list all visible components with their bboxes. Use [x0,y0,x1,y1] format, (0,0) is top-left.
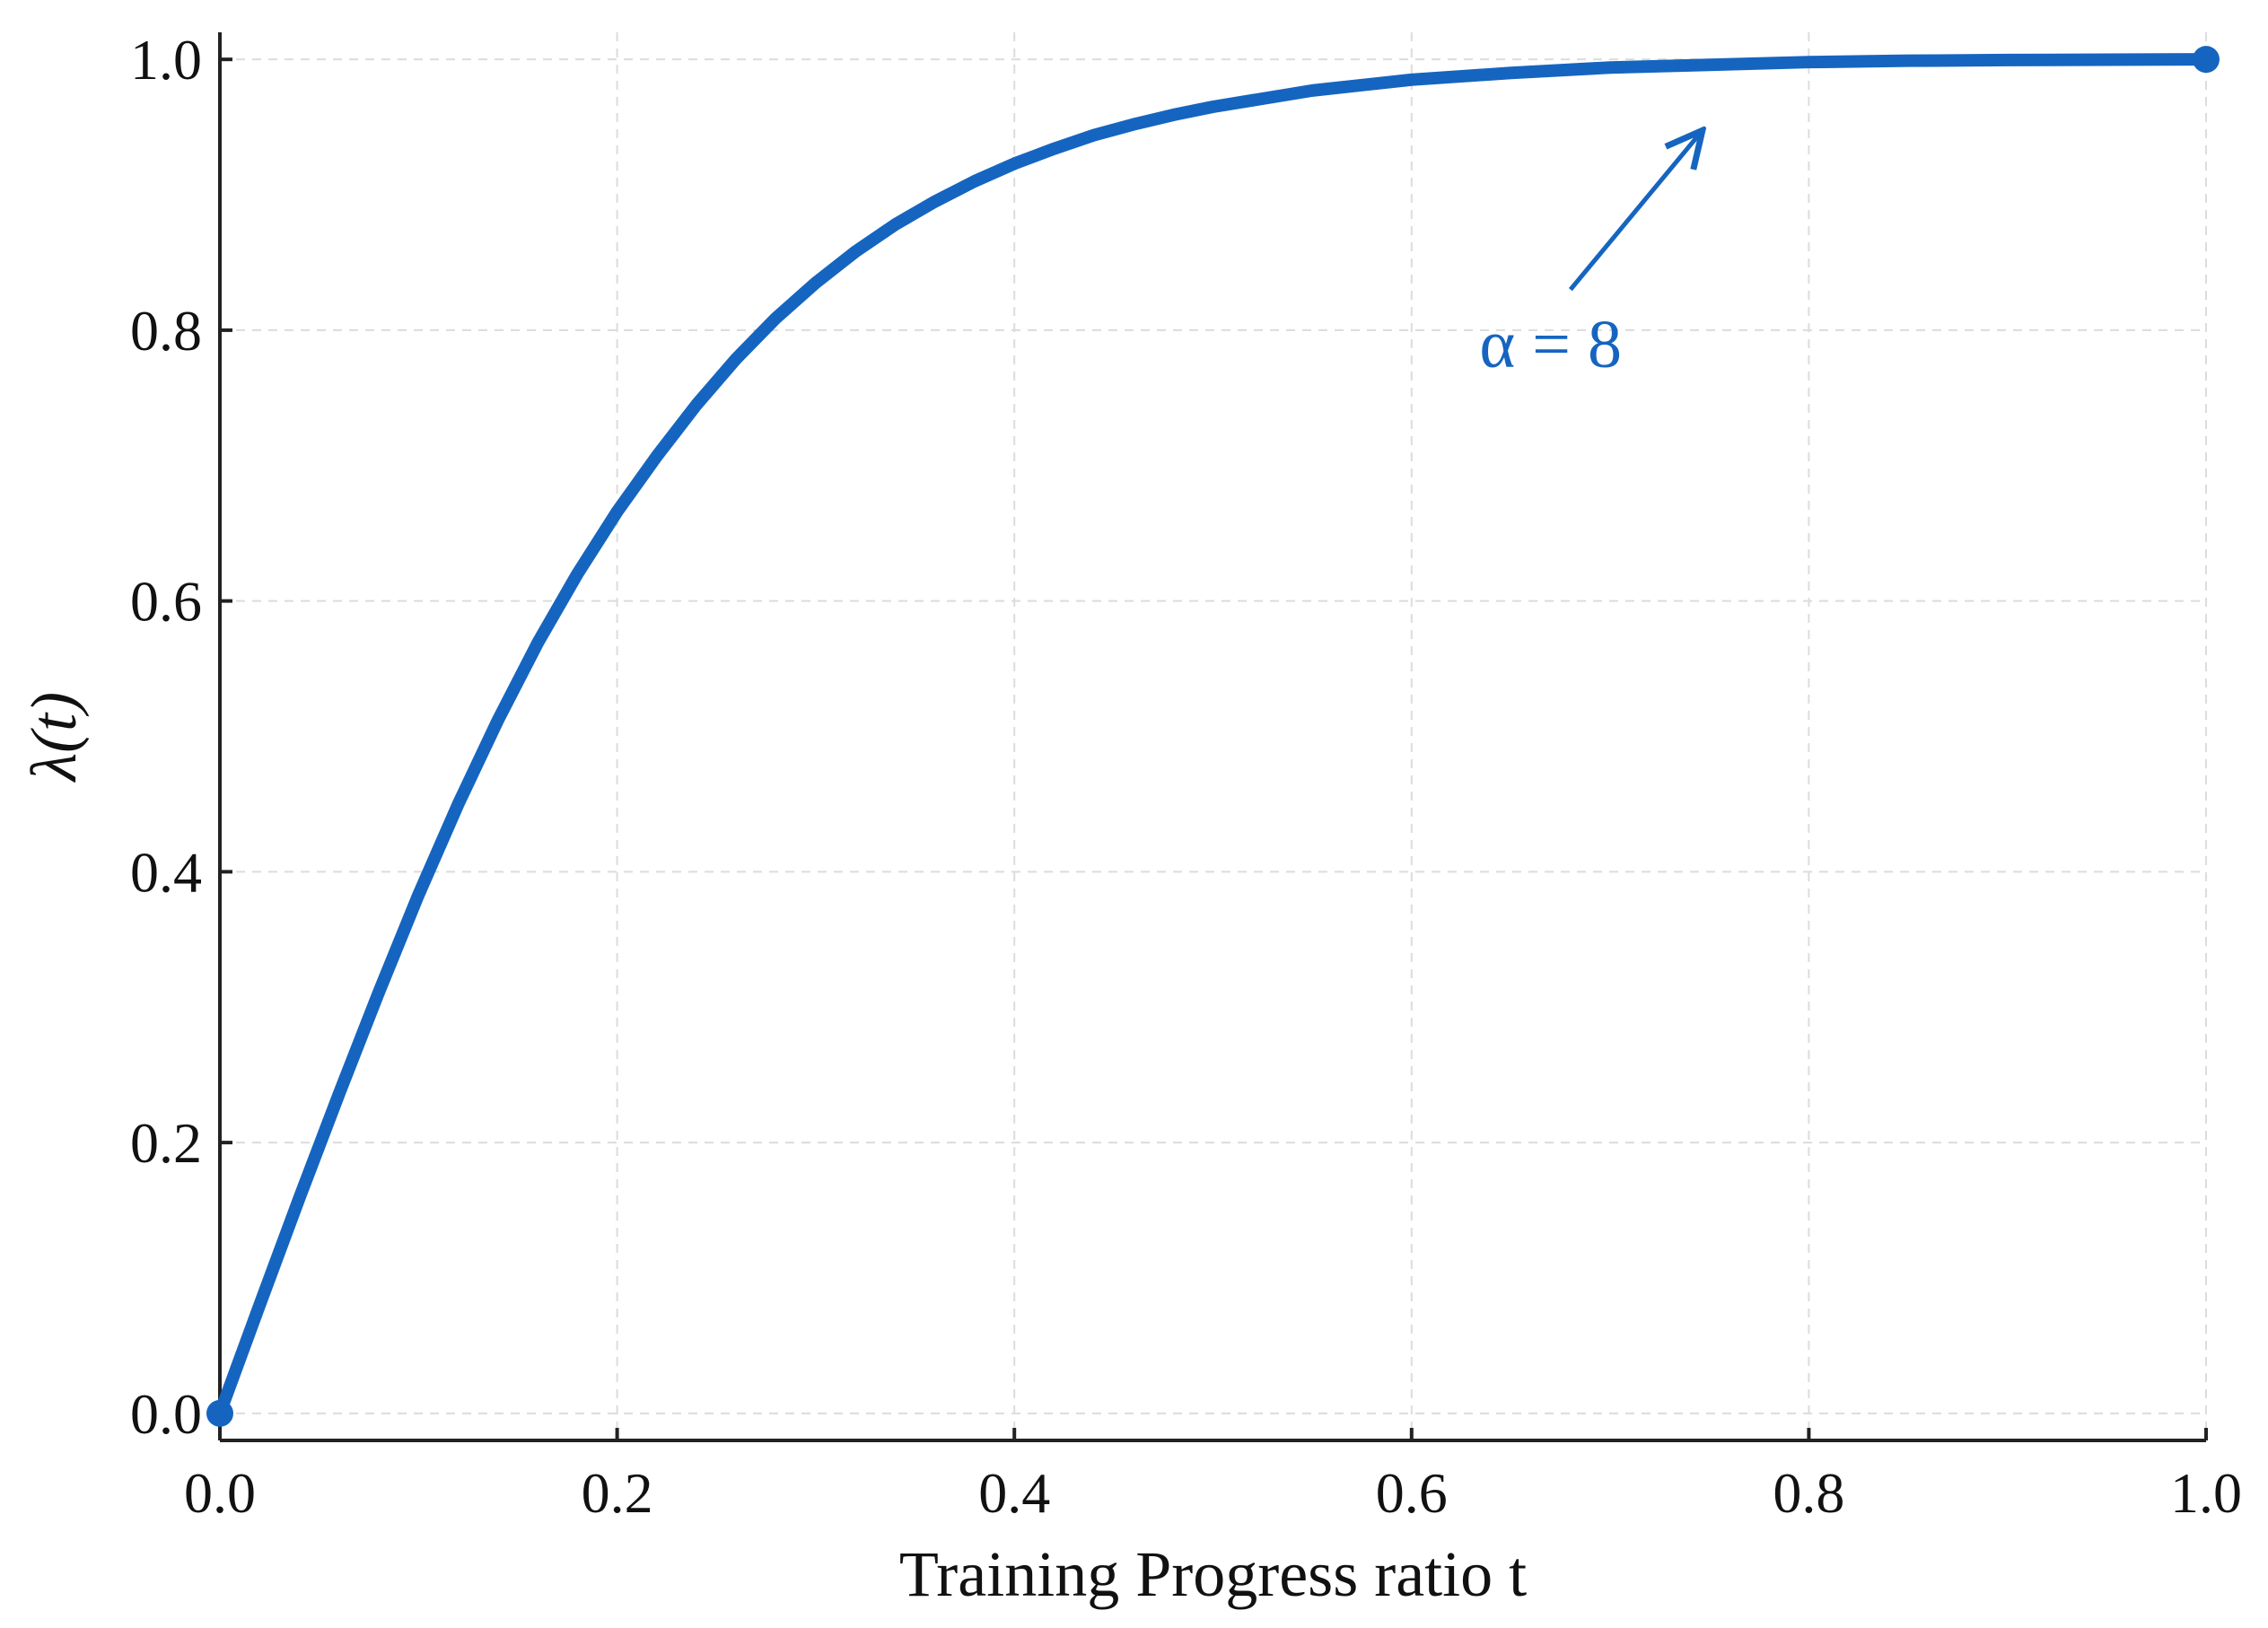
y-tick-label-1: 0.2 [130,1111,202,1175]
x-tick-labels: 0.0 0.2 0.4 0.6 0.8 1.0 [184,1461,2242,1525]
annotation-label: α = 8 [1479,307,1622,382]
x-tick-label-2: 0.4 [978,1461,1050,1525]
y-tick-label-0: 0.0 [130,1382,202,1446]
y-tick-label-5: 1.0 [130,28,202,92]
series [206,46,2220,1427]
y-tick-label-2: 0.4 [130,840,202,904]
axes [218,32,2206,1442]
series-line-0 [214,53,2212,1420]
tick-marks [218,57,2208,1440]
x-tick-label-0: 0.0 [184,1461,256,1525]
annotation: α = 8 [1479,134,1699,382]
x-tick-label-4: 0.8 [1773,1461,1844,1525]
y-tick-label-3: 0.6 [130,570,202,634]
x-axis-label: Training Progress ratio t [899,1538,1527,1610]
annotation-arrow [1568,134,1700,292]
grid [220,32,2207,1440]
endpoint-marker-1 [2193,46,2220,74]
y-axis-label: λ(t) [18,692,90,783]
x-tick-label-5: 1.0 [2170,1461,2242,1525]
y-tick-label-4: 0.8 [130,299,202,363]
endpoint-marker-0 [206,1399,233,1427]
x-tick-label-1: 0.2 [582,1461,653,1525]
y-tick-labels: 0.0 0.2 0.4 0.6 0.8 1.0 [130,28,202,1446]
x-tick-label-3: 0.6 [1376,1461,1448,1525]
